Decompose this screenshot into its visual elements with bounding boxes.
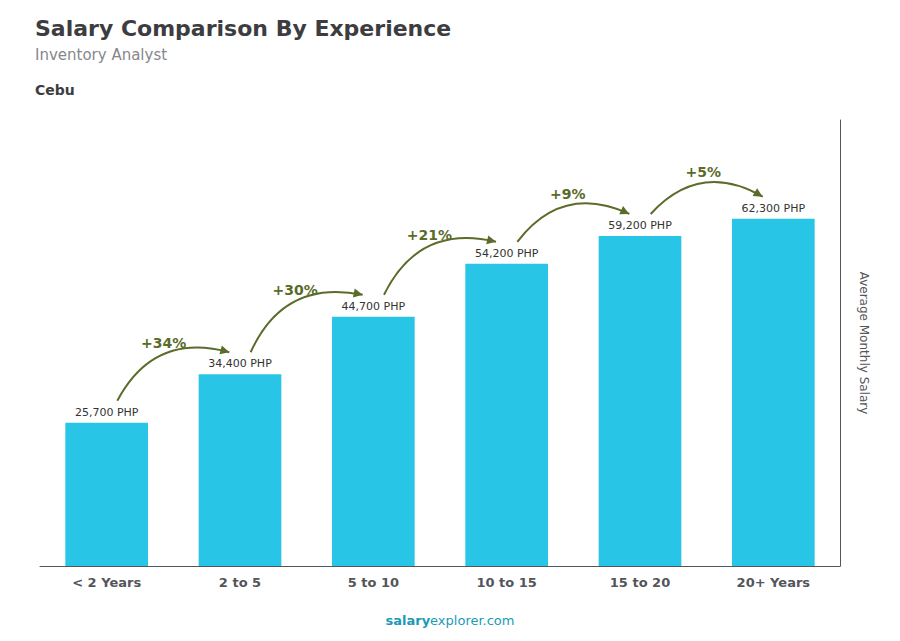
svg-text:Cebu: Cebu [35,82,75,98]
svg-text:5 to 10: 5 to 10 [348,575,399,590]
svg-text:62,300 PHP: 62,300 PHP [742,202,806,215]
svg-text:59,200 PHP: 59,200 PHP [608,219,672,232]
svg-text:10 to 15: 10 to 15 [476,575,536,590]
svg-text:salary: salary [385,613,430,628]
svg-text:explorer.com: explorer.com [430,613,514,628]
svg-text:15 to 20: 15 to 20 [610,575,670,590]
svg-text:+21%: +21% [407,227,452,243]
svg-text:Inventory Analyst: Inventory Analyst [35,46,167,64]
svg-text:< 2 Years: < 2 Years [72,575,141,590]
svg-text:+5%: +5% [685,164,721,180]
svg-text:+9%: +9% [550,186,586,202]
svg-text:25,700 PHP: 25,700 PHP [75,406,139,419]
svg-text:Average Monthly Salary: Average Monthly Salary [857,272,871,415]
svg-text:54,200 PHP: 54,200 PHP [475,247,539,260]
svg-text:20+ Years: 20+ Years [737,575,811,590]
svg-text:34,400 PHP: 34,400 PHP [208,357,272,370]
svg-text:2 to 5: 2 to 5 [219,575,261,590]
svg-text:+34%: +34% [141,335,186,351]
svg-text:Salary Comparison By Experienc: Salary Comparison By Experience [35,16,451,41]
svg-text:44,700 PHP: 44,700 PHP [342,300,406,313]
svg-text:+30%: +30% [273,282,318,298]
